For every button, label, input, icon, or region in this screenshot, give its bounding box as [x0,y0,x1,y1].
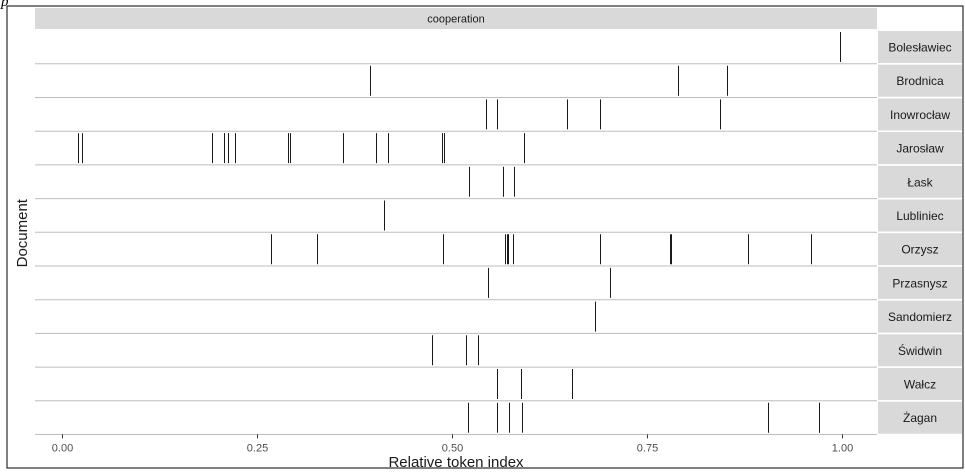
y-axis-title: Document [14,198,31,267]
row-strip-label: Przasnysz [892,276,947,290]
x-axis-title: Relative token index [388,454,524,471]
row-strip-bg [878,199,962,232]
x-tick-label: 0.25 [247,442,268,454]
facet-panel [35,266,877,299]
figure-corner-mark: p [1,0,9,10]
facet-strip-label: cooperation [427,14,485,26]
facet-panel [35,64,877,97]
x-tick-label: 1.00 [832,442,853,454]
row-strip-bg [878,300,962,333]
token-marks [78,32,841,433]
document-labels: Bolesławiec Brodnica Inowrocław Jarosław Łas… [878,31,962,434]
row-strip-label: Inowrocław [890,108,950,122]
row-strip-label: Wałcz [904,378,936,392]
facet-panel [35,165,877,198]
facet-strip-bg [35,8,877,29]
x-axis: 0.00 0.25 0.50 0.75 1.00 [52,434,853,454]
facet-panel [35,300,877,333]
row-strip-label: Bolesławiec [888,41,951,55]
facet-panel [35,132,877,165]
row-strip-bg [878,233,962,266]
row-strip-bg [878,165,962,198]
facet-panel [35,31,877,63]
row-strip-bg [878,98,962,131]
row-strip-bg [878,31,962,63]
row-strip-label: Sandomierz [888,310,952,324]
facet-strip: cooperation [35,8,877,29]
row-strip-label: Lubliniec [896,209,943,223]
row-strip-label: Świdwin [898,343,942,358]
row-strip-bg [878,64,962,97]
x-tick-label: 0.50 [442,442,463,454]
facet-panels [35,31,877,435]
facet-panel [35,199,877,232]
x-tick-label: 0.00 [52,442,73,454]
facet-panel [35,233,877,266]
figure-border [6,5,964,469]
row-strip-label: Brodnica [896,74,944,88]
row-strip-label: Łask [907,175,933,189]
row-strip-bg [878,368,962,400]
row-strip-label: Orzysz [901,243,938,257]
row-strip-bg [878,334,962,367]
facet-panel [35,334,877,367]
row-strip-label: Jarosław [896,142,944,156]
facet-panel [35,401,877,434]
row-strip-label: Żagan [903,411,937,425]
row-strip-bg [878,401,962,434]
row-strip-bg [878,132,962,165]
row-strip-bg [878,266,962,299]
x-tick-label: 0.75 [637,442,658,454]
facet-panel [35,368,877,400]
facet-panel [35,98,877,131]
